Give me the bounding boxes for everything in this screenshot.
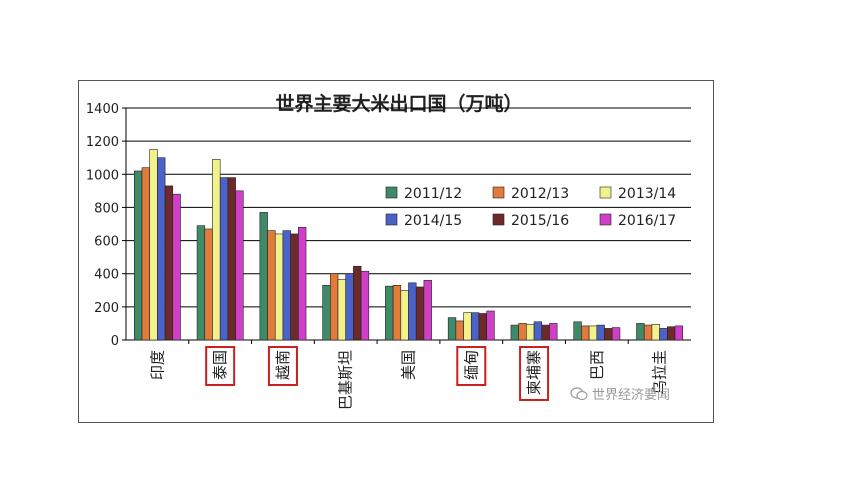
bar (392, 285, 402, 341)
bar (596, 324, 605, 341)
bar (510, 324, 519, 341)
bar (274, 233, 284, 341)
bar (478, 313, 487, 341)
bar (157, 157, 166, 341)
legend-label: 2016/17 (618, 213, 676, 229)
bar (470, 312, 480, 341)
category-highlight-box (456, 346, 487, 386)
y-tick-label: 1000 (86, 168, 119, 183)
legend-label: 2014/15 (404, 213, 462, 229)
category-label: 巴基斯坦 (337, 350, 355, 410)
bar (219, 177, 229, 341)
bar (604, 328, 613, 341)
y-tick-label: 0 (111, 334, 119, 349)
bar (636, 323, 645, 341)
bar (611, 327, 621, 341)
bar (447, 317, 457, 341)
bar (533, 321, 543, 341)
category-highlight-box (519, 346, 550, 401)
category-label: 巴西 (588, 350, 606, 380)
bar (486, 310, 495, 341)
y-tick-label: 200 (94, 301, 119, 316)
bar (455, 320, 464, 341)
bar (298, 227, 307, 341)
y-tick-label: 1200 (86, 135, 119, 150)
bar (360, 270, 370, 341)
bar (651, 323, 660, 341)
category-label: 美国 (400, 350, 418, 380)
bar (643, 324, 653, 341)
legend-swatch (385, 213, 398, 226)
category-label: 缅甸 (462, 350, 480, 380)
bar (423, 280, 432, 341)
category-label: 柬埔寨 (525, 350, 543, 395)
bar (415, 286, 425, 341)
bar (549, 323, 558, 341)
bar (408, 282, 417, 341)
bar (337, 279, 347, 341)
bar (204, 228, 213, 341)
bar (282, 230, 291, 341)
bar (196, 225, 206, 341)
bar (235, 190, 244, 341)
category-label: 泰国 (211, 350, 229, 380)
bar (227, 177, 236, 341)
category-label: 越南 (274, 350, 292, 380)
watermark: 世界经济要闻 (570, 384, 670, 403)
category-label: 印度 (148, 350, 166, 380)
bar (581, 325, 590, 341)
bar-chart: 世界主要大米出口国（万吨） 0 200 400 600 800 1000 1200 1400 印度… (86, 92, 691, 410)
bar (463, 312, 472, 341)
bar (267, 230, 276, 341)
bar (141, 167, 150, 341)
bar (385, 285, 394, 341)
chart-title: 世界主要大米出口国（万吨） (275, 92, 522, 115)
y-tick-label: 600 (94, 235, 119, 250)
bar (400, 289, 409, 341)
bar (345, 273, 354, 341)
watermark-text: 世界经济要闻 (592, 388, 671, 403)
bar (541, 324, 550, 341)
bar (212, 159, 221, 341)
y-tick-label: 800 (94, 201, 119, 216)
wechat-icon (570, 386, 588, 401)
bar (659, 328, 668, 341)
legend-swatch (385, 186, 398, 199)
bar (164, 185, 174, 341)
bar (526, 323, 535, 341)
legend-swatch (599, 186, 612, 199)
category-highlight-box (267, 346, 298, 386)
legend-swatch (492, 213, 505, 226)
y-tick-label: 1400 (86, 102, 119, 117)
bar (322, 285, 331, 341)
bar (133, 170, 143, 341)
category-label: 乌拉圭 (651, 350, 669, 395)
y-tick-label: 400 (94, 268, 119, 283)
legend-label: 2015/16 (511, 213, 569, 229)
legend-swatch (492, 186, 505, 199)
bar (330, 273, 339, 341)
bar (573, 321, 582, 341)
bar (149, 149, 158, 341)
bar (588, 325, 598, 341)
bar (172, 193, 181, 341)
legend-swatch (599, 213, 612, 226)
bar (353, 265, 362, 341)
bar (259, 212, 268, 341)
bar (518, 323, 527, 341)
chart-frame: 世界主要大米出口国（万吨） 0 200 400 600 800 1000 1200 1400 印度… (78, 80, 714, 423)
legend-label: 2012/13 (511, 186, 569, 202)
category-highlight-box (205, 346, 236, 386)
bar (290, 233, 299, 341)
bar (674, 325, 684, 341)
bar (667, 326, 676, 341)
legend-label: 2013/14 (618, 186, 676, 202)
legend-label: 2011/12 (404, 186, 462, 202)
